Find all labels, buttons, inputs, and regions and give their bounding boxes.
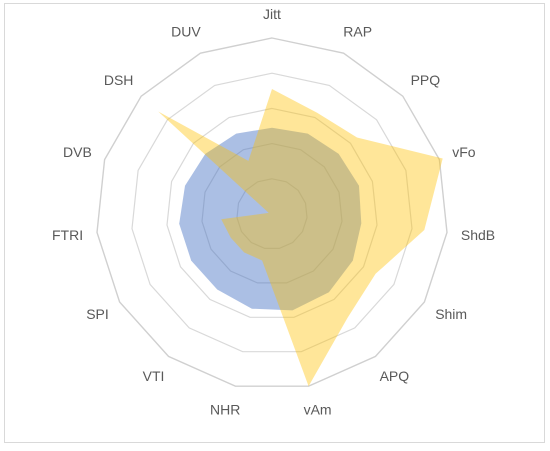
axis-label-nhr: NHR xyxy=(210,402,240,418)
axis-label-vfo: vFo xyxy=(452,144,476,160)
axis-label-apq: APQ xyxy=(380,368,410,384)
axis-label-dvb: DVB xyxy=(63,144,92,160)
axis-label-ftri: FTRI xyxy=(52,227,83,243)
axis-label-vam: vAm xyxy=(304,402,332,418)
grid-ring-4 xyxy=(131,72,413,353)
axis-label-dsh: DSH xyxy=(104,72,134,88)
grid-ring-1 xyxy=(236,178,308,249)
grid-ring-5 xyxy=(96,37,448,387)
axis-label-jitt: Jitt xyxy=(263,6,281,22)
axis-label-rap: RAP xyxy=(343,23,372,39)
axis-label-shim: Shim xyxy=(435,306,467,322)
axis-label-spi: SPI xyxy=(86,306,109,322)
axis-label-duv: DUV xyxy=(171,23,201,39)
series-area-2 xyxy=(158,89,443,387)
axis-label-shdb: ShdB xyxy=(461,227,495,243)
axis-label-vti: VTI xyxy=(143,368,165,384)
chart-area xyxy=(4,3,545,443)
series-area-1 xyxy=(179,127,362,311)
axis-labels: Jitt RAP PPQ vFo ShdB Shim APQ vAm NHR VTI SPI FTRI… xyxy=(52,6,495,418)
radar-series xyxy=(158,89,443,387)
axis-label-ppq: PPQ xyxy=(411,72,441,88)
grid-ring-3 xyxy=(166,107,378,318)
radar-grid xyxy=(96,37,448,387)
grid-ring-2 xyxy=(201,142,343,284)
